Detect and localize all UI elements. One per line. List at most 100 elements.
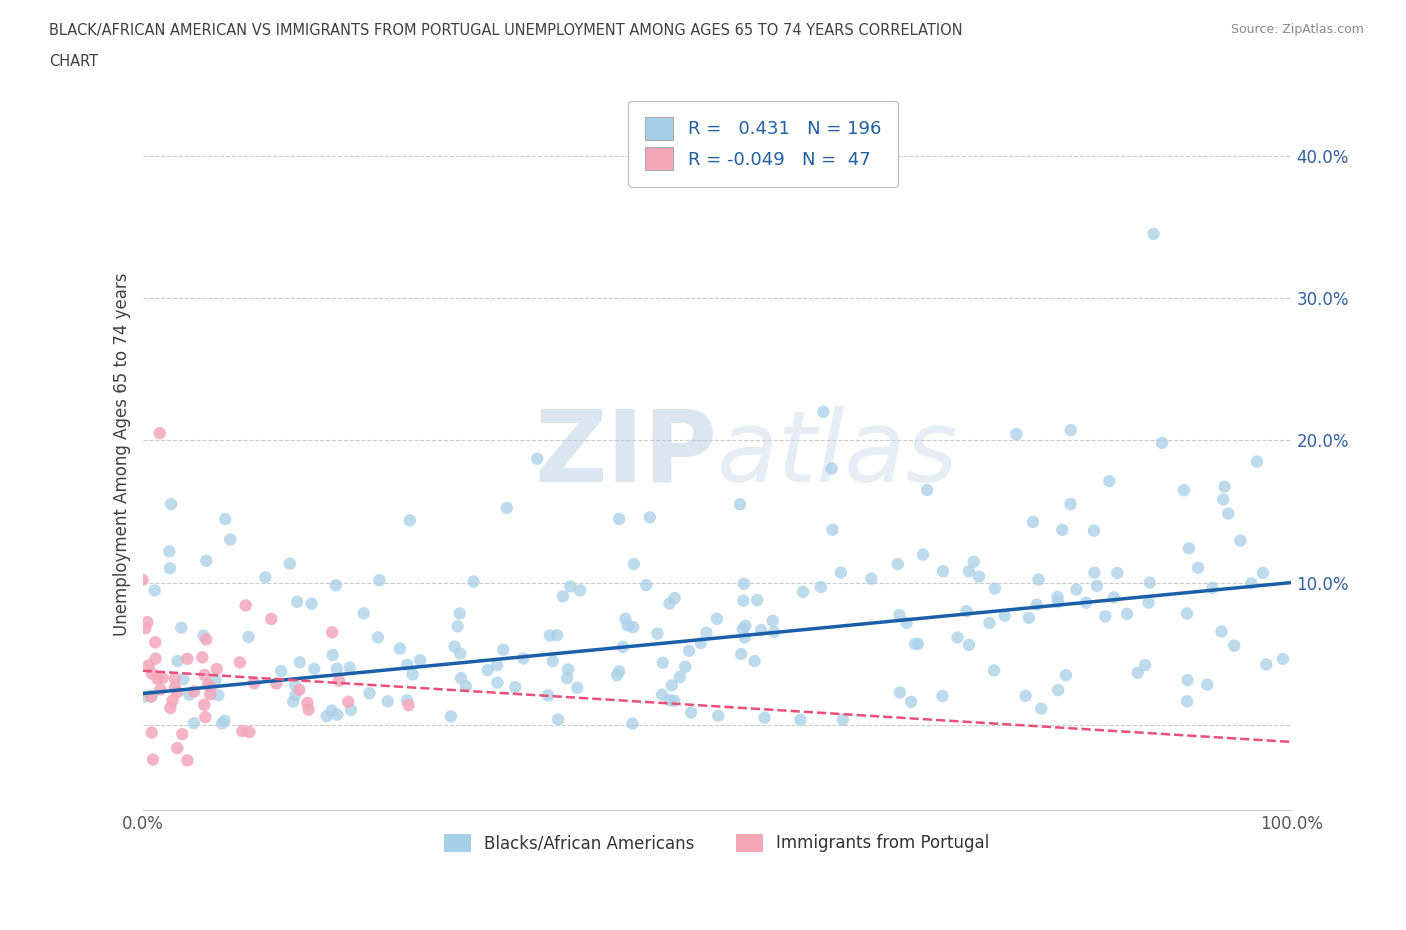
Point [141,725,163,740]
Point [832,712,855,727]
Point [138,658,160,672]
Point [659,693,682,708]
Point [152,671,174,685]
Point [288,655,311,670]
Text: Source: ZipAtlas.com: Source: ZipAtlas.com [1230,23,1364,36]
Point [1223,638,1246,653]
Point [1178,541,1201,556]
Point [1246,454,1268,469]
Point [163,681,186,696]
Point [1031,701,1053,716]
Point [172,671,194,686]
Point [560,579,582,594]
Point [731,621,754,636]
Point [284,687,307,702]
Point [139,689,162,704]
Point [967,569,990,584]
Point [325,578,347,592]
Point [486,658,509,672]
Point [197,677,219,692]
Point [1005,427,1028,442]
Point [994,608,1017,623]
Point [219,532,242,547]
Point [1116,606,1139,621]
Point [446,618,468,633]
Point [270,664,292,679]
Point [1173,483,1195,498]
Point [821,523,844,538]
Point [1074,595,1097,610]
Point [191,650,214,665]
Point [176,651,198,666]
Point [606,668,628,683]
Point [946,630,969,644]
Point [1083,524,1105,538]
Point [1175,694,1198,709]
Point [762,614,785,629]
Point [830,565,852,580]
Point [149,426,172,441]
Point [661,678,683,693]
Point [139,688,162,703]
Point [1229,533,1251,548]
Point [664,694,686,709]
Point [205,661,228,676]
Point [707,709,730,724]
Point [810,579,832,594]
Point [621,619,644,634]
Point [900,695,922,710]
Point [304,661,326,676]
Point [179,687,201,702]
Point [266,676,288,691]
Point [238,724,260,739]
Point [907,636,929,651]
Text: CHART: CHART [49,54,98,69]
Point [734,630,756,644]
Point [1098,473,1121,488]
Point [142,752,165,767]
Point [638,510,661,525]
Point [297,702,319,717]
Point [143,583,166,598]
Text: BLACK/AFRICAN AMERICAN VS IMMIGRANTS FROM PORTUGAL UNEMPLOYMENT AMONG AGES 65 TO: BLACK/AFRICAN AMERICAN VS IMMIGRANTS FRO… [49,23,963,38]
Point [617,618,640,633]
Point [547,712,569,727]
Point [166,684,188,699]
Point [159,700,181,715]
Point [904,636,927,651]
Point [1046,590,1069,604]
Point [1256,657,1278,671]
Point [141,688,163,703]
Point [1028,572,1050,587]
Point [284,677,307,692]
Point [557,662,579,677]
Point [1177,672,1199,687]
Point [728,497,751,512]
Point [207,688,229,703]
Point [283,694,305,709]
Point [194,710,217,724]
Point [157,544,180,559]
Point [131,573,153,588]
Point [749,623,772,638]
Point [146,671,169,686]
Point [160,497,183,512]
Point [340,702,363,717]
Point [673,659,696,674]
Point [176,753,198,768]
Point [537,688,560,703]
Point [1133,658,1156,672]
Point [315,709,337,724]
Point [955,604,977,618]
Point [1025,597,1047,612]
Point [200,687,222,702]
Point [278,556,301,571]
Point [569,583,592,598]
Point [145,651,167,666]
Point [689,636,711,651]
Point [254,570,277,585]
Point [789,712,811,727]
Point [979,616,1001,631]
Point [339,660,361,675]
Point [860,571,883,586]
